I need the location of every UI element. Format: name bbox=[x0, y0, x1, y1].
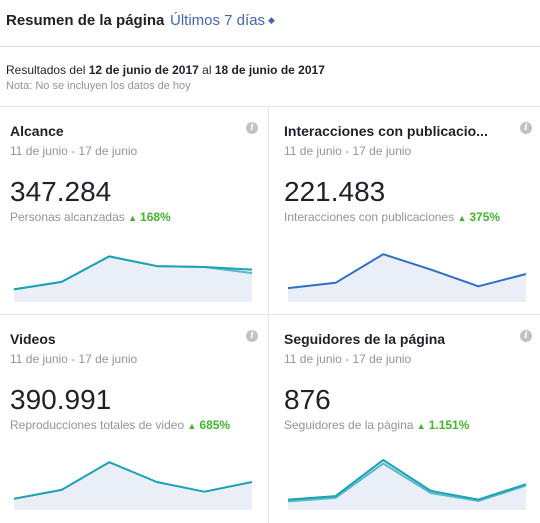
up-arrow-icon: ▲ bbox=[187, 421, 197, 431]
metric-change: 375% bbox=[469, 210, 501, 224]
data-note: Nota: No se incluyen los datos de hoy bbox=[6, 80, 191, 92]
metric-change: 1.151% bbox=[428, 418, 470, 432]
sparkline-area bbox=[14, 462, 252, 510]
sparkline-chart bbox=[13, 461, 253, 510]
metric-change: 685% bbox=[199, 418, 231, 432]
page-summary-header: Resumen de la página Últimos 7 días ◆ bbox=[0, 0, 540, 47]
card-period: 11 de junio - 17 de junio bbox=[284, 144, 412, 158]
date-range-dropdown[interactable]: Últimos 7 días ◆ bbox=[170, 12, 275, 29]
metric-card-videos[interactable]: Videos i 11 de junio - 17 de junio 390.991 R… bbox=[6, 316, 268, 522]
info-icon[interactable]: i bbox=[246, 122, 258, 134]
info-icon[interactable]: i bbox=[520, 122, 532, 134]
card-period: 11 de junio - 17 de junio bbox=[10, 352, 138, 366]
metric-value: 347.284 bbox=[10, 176, 112, 207]
metric-card-page-followers[interactable]: Seguidores de la página i 11 de junio - 17… bbox=[280, 316, 540, 522]
results-al: al bbox=[202, 63, 212, 77]
metric-description: Personas alcanzadas ▲ 168% bbox=[10, 210, 171, 224]
results-prefix: Resultados bbox=[6, 63, 67, 77]
divider bbox=[0, 106, 540, 107]
card-period: 11 de junio - 17 de junio bbox=[284, 352, 412, 366]
metric-description: Interacciones con publicaciones ▲ 375% bbox=[284, 210, 500, 224]
page-summary-title: Resumen de la página bbox=[6, 12, 165, 29]
metric-label: Reproducciones totales de video bbox=[10, 418, 185, 432]
metric-card-reach[interactable]: Alcance i 11 de junio - 17 de junio 347.284… bbox=[6, 108, 268, 314]
card-title: Interacciones con publicacio... bbox=[284, 123, 488, 139]
sparkline-chart bbox=[287, 459, 527, 510]
sparkline-area bbox=[14, 256, 252, 302]
info-icon[interactable]: i bbox=[520, 330, 532, 342]
sparkline-chart bbox=[287, 253, 527, 302]
divider bbox=[268, 107, 269, 523]
up-arrow-icon: ▲ bbox=[416, 421, 426, 431]
card-title: Videos bbox=[10, 331, 56, 347]
up-down-caret-icon: ◆ bbox=[268, 15, 275, 25]
card-period: 11 de junio - 17 de junio bbox=[10, 144, 138, 158]
results-del: del bbox=[69, 63, 86, 77]
sparkline-line bbox=[13, 255, 253, 291]
card-title: Seguidores de la página bbox=[284, 331, 446, 347]
results-date-range: Resultados del 12 de junio de 2017 al 18… bbox=[6, 63, 325, 77]
sparkline-line-secondary bbox=[287, 462, 527, 503]
up-arrow-icon: ▲ bbox=[457, 213, 467, 223]
results-end-date: 18 de junio de 2017 bbox=[214, 63, 325, 77]
sparkline-area bbox=[288, 254, 526, 302]
divider bbox=[0, 314, 540, 315]
metric-label: Interacciones con publicaciones bbox=[284, 210, 455, 224]
metric-label: Personas alcanzadas bbox=[10, 210, 125, 224]
metric-value: 390.991 bbox=[10, 384, 112, 415]
results-start-date: 12 de junio de 2017 bbox=[88, 63, 199, 77]
metric-change: 168% bbox=[140, 210, 171, 224]
sparkline-line bbox=[287, 459, 527, 501]
metric-description: Seguidores de la página ▲ 1.151% bbox=[284, 418, 469, 432]
sparkline-area bbox=[288, 460, 526, 510]
metric-description: Reproducciones totales de video ▲ 685% bbox=[10, 418, 230, 432]
metric-card-post-engagement[interactable]: Interacciones con publicacio... i 11 de ju… bbox=[280, 108, 540, 314]
sparkline-line bbox=[287, 253, 527, 290]
date-range-label: Últimos 7 días bbox=[170, 12, 266, 29]
sparkline-line bbox=[13, 461, 253, 500]
metric-value: 876 bbox=[284, 384, 331, 415]
metric-label: Seguidores de la página bbox=[284, 418, 414, 432]
sparkline-chart bbox=[13, 255, 253, 302]
metric-value: 221.483 bbox=[284, 176, 386, 207]
info-icon[interactable]: i bbox=[246, 330, 258, 342]
card-title: Alcance bbox=[10, 123, 64, 139]
up-arrow-icon: ▲ bbox=[128, 213, 138, 223]
